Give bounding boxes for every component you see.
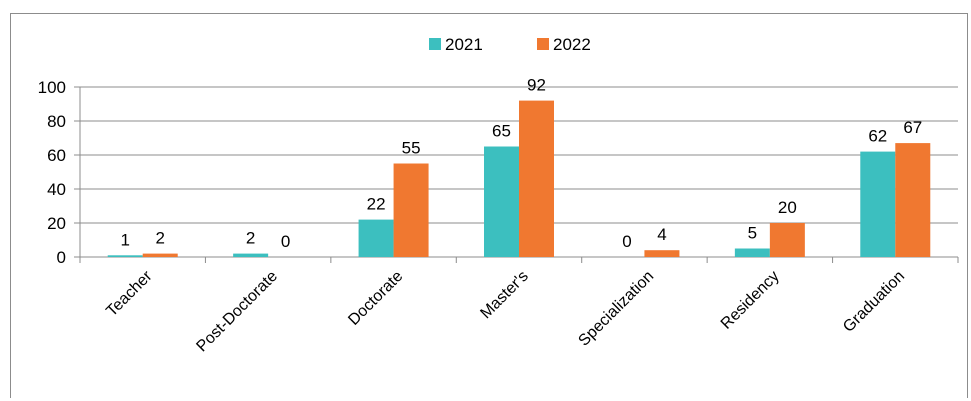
bar-2022-graduation (895, 143, 931, 257)
x-category-label-post-doctorate: Post-Doctorate (193, 268, 281, 356)
data-label-2022-doctorate: 55 (402, 139, 421, 158)
data-label-2022-graduation: 67 (903, 118, 922, 137)
y-tick-label-0: 0 (57, 248, 66, 267)
y-axis-tick-labels: 0 20 40 60 80 100 (38, 78, 66, 267)
data-label-2021-post-doctorate: 2 (246, 229, 255, 248)
bar-2021-post-doctorate (233, 253, 269, 257)
bar-2022-teacher (142, 253, 178, 257)
data-label-2021-master-s: 65 (492, 122, 511, 141)
bar-2021-doctorate (358, 219, 394, 257)
data-label-2022-post-doctorate: 0 (281, 232, 290, 251)
x-category-label-graduation: Graduation (840, 268, 908, 336)
y-tick-label-40: 40 (47, 180, 66, 199)
data-label-2022-teacher: 2 (155, 229, 164, 248)
x-axis-category-labels: Teacher Post-Doctorate Doctorate Master's Sp… (103, 267, 908, 355)
data-label-2021-residency: 5 (748, 224, 757, 243)
data-label-2021-graduation: 62 (868, 127, 887, 146)
bars (107, 100, 931, 257)
bar-2022-master-s (519, 100, 554, 257)
legend-label-2022: 2022 (553, 35, 591, 54)
bar-2022-doctorate (393, 163, 429, 257)
legend-swatch-2021 (429, 38, 441, 50)
x-category-label-residency: Residency (718, 268, 783, 333)
chart-frame (10, 13, 968, 398)
x-category-label-doctorate: Doctorate (345, 268, 406, 329)
bar-2022-residency (769, 223, 805, 257)
bar-2021-graduation (860, 151, 896, 257)
data-label-2021-doctorate: 22 (367, 195, 386, 214)
y-tick-label-60: 60 (47, 146, 66, 165)
x-category-label-teacher: Teacher (103, 267, 156, 320)
x-category-label-master-s: Master's (477, 268, 531, 322)
bar-2021-master-s (484, 146, 519, 257)
bar-2021-residency (734, 248, 770, 257)
y-tick-label-100: 100 (38, 78, 66, 97)
data-label-2022-residency: 20 (778, 198, 797, 217)
data-label-2022-master-s: 92 (527, 76, 546, 95)
data-label-2021-teacher: 1 (120, 230, 129, 249)
legend-label-2021: 2021 (445, 35, 483, 54)
data-label-2022-specialization: 4 (657, 225, 666, 244)
legend: 2021 2022 (429, 35, 591, 54)
data-label-2021-specialization: 0 (622, 232, 631, 251)
y-tick-label-20: 20 (47, 214, 66, 233)
x-category-label-specialization: Specialization (575, 268, 657, 350)
bar-2021-teacher (107, 255, 143, 257)
legend-swatch-2022 (537, 38, 549, 50)
bar-2022-specialization (644, 250, 680, 257)
y-tick-label-80: 80 (47, 112, 66, 131)
